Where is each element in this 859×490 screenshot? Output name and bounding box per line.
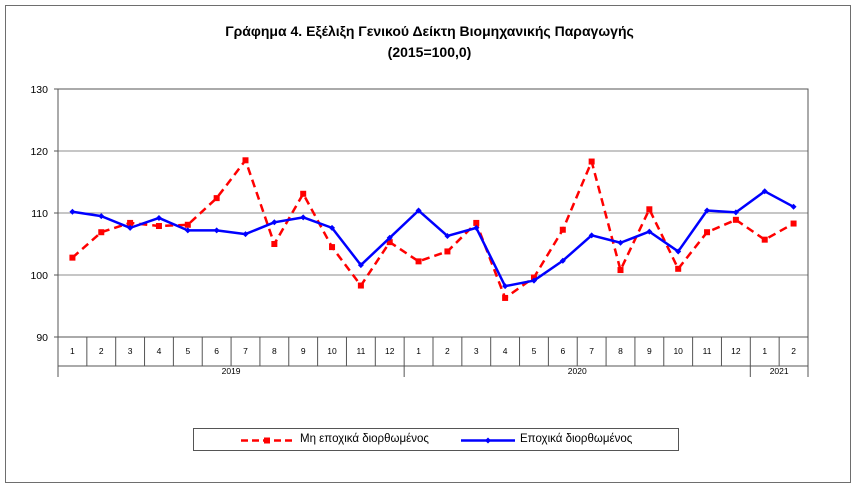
data-point-non-seasonal xyxy=(329,244,336,251)
data-point-non-seasonal xyxy=(98,229,105,236)
x-tick-label: 12 xyxy=(385,346,395,356)
x-tick-label: 5 xyxy=(185,346,190,356)
data-point-non-seasonal xyxy=(271,241,278,247)
data-point-non-seasonal xyxy=(300,190,307,197)
y-tick-label: 130 xyxy=(30,84,48,96)
data-point-non-seasonal xyxy=(473,219,480,226)
data-point-non-seasonal xyxy=(732,216,739,223)
data-point-seasonal xyxy=(790,203,797,210)
y-tick-label: 90 xyxy=(36,332,48,344)
data-point-seasonal xyxy=(69,208,76,215)
x-tick-label: 9 xyxy=(647,346,652,356)
x-tick-label: 4 xyxy=(157,346,162,356)
data-point-non-seasonal xyxy=(646,206,653,213)
data-point-seasonal xyxy=(502,283,509,290)
x-tick-label: 6 xyxy=(214,346,219,356)
x-tick-label: 10 xyxy=(327,346,337,356)
data-point-seasonal xyxy=(444,232,451,239)
x-tick-label: 11 xyxy=(356,346,365,356)
data-point-non-seasonal xyxy=(69,254,76,261)
data-point-seasonal xyxy=(646,228,653,235)
x-tick-label: 7 xyxy=(243,346,248,356)
legend-key-seasonal xyxy=(461,437,515,444)
data-point-non-seasonal xyxy=(502,294,509,301)
data-point-non-seasonal xyxy=(386,239,393,246)
data-point-non-seasonal xyxy=(184,221,191,228)
x-tick-label: 2 xyxy=(791,346,796,356)
x-tick-label: 1 xyxy=(762,346,767,356)
x-tick-label: 8 xyxy=(272,346,277,356)
data-point-non-seasonal xyxy=(588,158,595,165)
legend: Μη εποχικά διορθωμένος Εποχικά διορθωμέν… xyxy=(193,428,679,451)
series-line-seasonal xyxy=(72,190,795,288)
data-point-non-seasonal xyxy=(213,195,220,202)
data-point-seasonal xyxy=(242,231,249,238)
x-tick-label: 1 xyxy=(70,346,75,356)
data-point-non-seasonal xyxy=(530,274,537,281)
data-point-non-seasonal xyxy=(357,282,364,289)
year-label: 2019 xyxy=(222,366,241,376)
data-point-seasonal xyxy=(675,248,682,255)
x-tick-label: 6 xyxy=(560,346,565,356)
x-tick-label: 5 xyxy=(532,346,537,356)
data-point-seasonal xyxy=(98,213,105,220)
data-point-seasonal xyxy=(704,207,711,214)
x-tick-label: 12 xyxy=(731,346,741,356)
data-point-seasonal xyxy=(617,239,624,246)
x-tick-label: 8 xyxy=(618,346,623,356)
data-point-non-seasonal xyxy=(127,219,134,226)
data-point-seasonal xyxy=(530,277,537,284)
data-point-non-seasonal xyxy=(444,248,451,255)
chart-frame xyxy=(5,5,851,483)
x-tick-label: 2 xyxy=(99,346,104,356)
y-tick-label: 110 xyxy=(31,208,48,220)
data-point-seasonal xyxy=(300,214,307,221)
legend-label-non-seasonal: Μη εποχικά διορθωμένος xyxy=(300,433,429,445)
x-tick-label: 11 xyxy=(703,346,712,356)
data-point-non-seasonal xyxy=(617,267,624,274)
data-point-seasonal xyxy=(386,234,393,241)
data-point-seasonal xyxy=(184,227,191,234)
data-point-non-seasonal xyxy=(155,223,162,230)
data-point-non-seasonal xyxy=(704,229,711,236)
data-point-seasonal xyxy=(415,207,422,214)
data-point-non-seasonal xyxy=(761,236,768,243)
chart-subtitle: (2015=100,0) xyxy=(387,44,472,60)
x-tick-label: 3 xyxy=(128,346,133,356)
data-point-non-seasonal xyxy=(242,157,249,164)
x-tick-label: 1 xyxy=(416,346,421,356)
x-tick-label: 4 xyxy=(503,346,508,356)
data-point-seasonal xyxy=(559,257,566,264)
x-tick-label: 9 xyxy=(301,346,306,356)
data-point-seasonal xyxy=(155,214,162,221)
series-line-non-seasonal xyxy=(71,159,795,300)
chart-title: Γράφημα 4. Εξέλιξη Γενικού Δείκτη Βιομηχ… xyxy=(225,23,634,39)
data-point-seasonal xyxy=(357,262,364,269)
legend-label-seasonal: Εποχικά διορθωμένος xyxy=(520,433,633,445)
x-tick-label: 3 xyxy=(474,346,479,356)
year-label: 2021 xyxy=(770,366,789,376)
legend-key-non-seasonal xyxy=(241,437,295,444)
data-point-non-seasonal xyxy=(675,265,682,272)
data-point-non-seasonal xyxy=(415,258,422,265)
data-point-seasonal xyxy=(761,188,768,195)
y-tick-label: 100 xyxy=(30,270,48,282)
y-tick-label: 120 xyxy=(30,146,48,158)
x-tick-label: 2 xyxy=(445,346,450,356)
data-point-seasonal xyxy=(213,227,220,234)
data-point-seasonal xyxy=(588,232,595,239)
x-tick-label: 10 xyxy=(673,346,683,356)
year-label: 2020 xyxy=(568,366,587,376)
x-tick-label: 7 xyxy=(589,346,594,356)
data-point-seasonal xyxy=(732,209,739,216)
data-point-non-seasonal xyxy=(790,220,797,227)
data-point-seasonal xyxy=(329,224,336,231)
data-point-non-seasonal xyxy=(559,226,566,233)
data-point-seasonal xyxy=(271,219,278,226)
data-point-seasonal xyxy=(127,224,134,231)
data-point-seasonal xyxy=(473,224,480,231)
